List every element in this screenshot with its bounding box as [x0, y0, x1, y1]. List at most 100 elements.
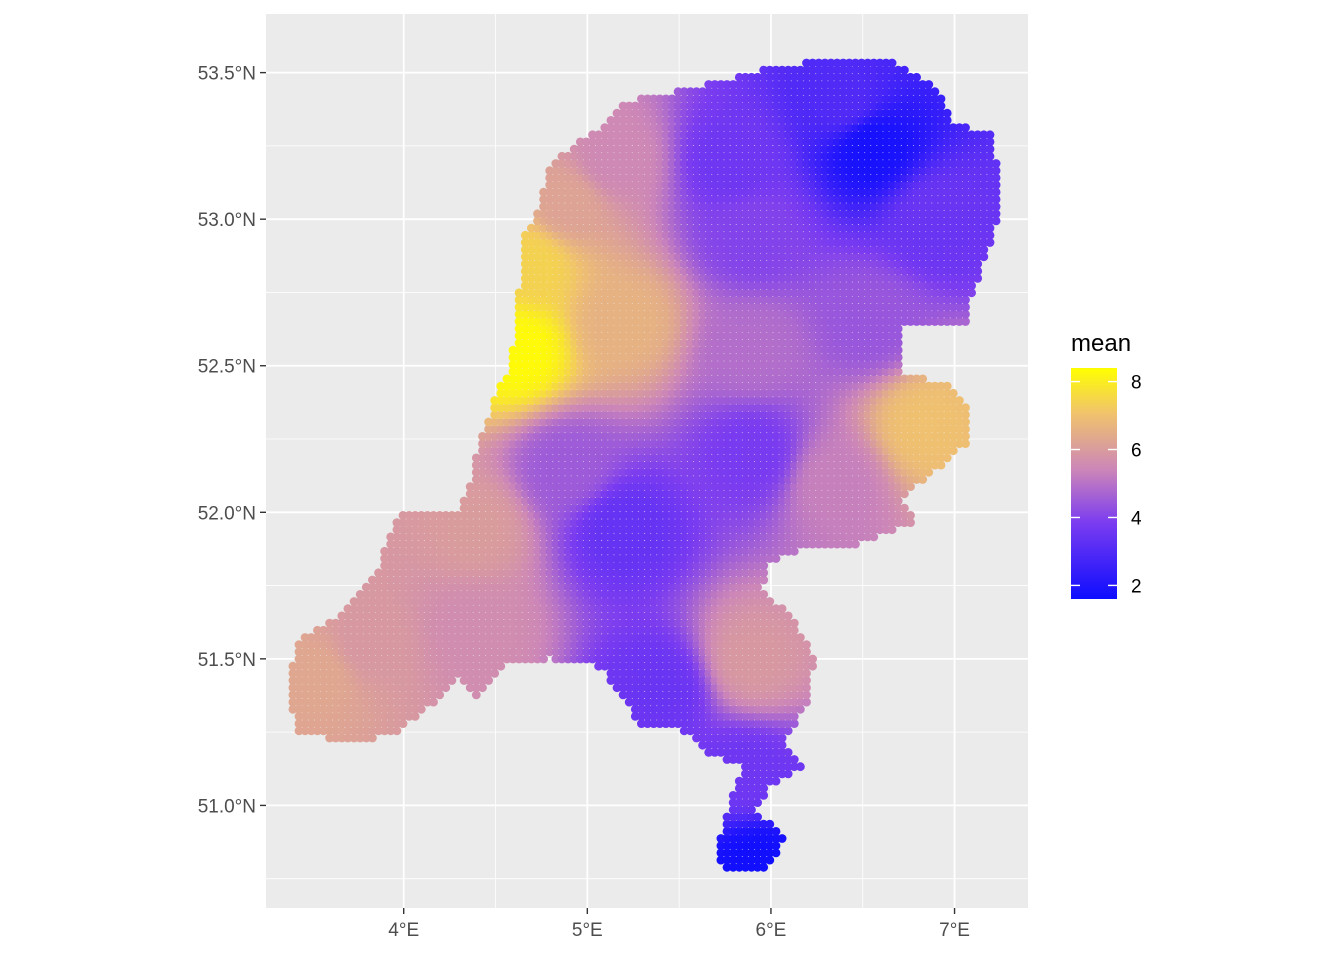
data-point — [777, 604, 787, 614]
data-point — [710, 338, 720, 348]
data-point — [508, 475, 518, 484]
data-point — [869, 511, 879, 520]
data-point — [679, 704, 689, 714]
data-point — [887, 252, 897, 262]
data-point — [502, 532, 512, 542]
data-point — [368, 633, 377, 642]
data-point — [747, 590, 756, 599]
data-point — [533, 561, 542, 570]
data-point — [753, 654, 762, 664]
data-point — [783, 410, 793, 420]
data-point — [325, 676, 334, 685]
data-point — [655, 561, 665, 570]
data-point — [771, 518, 781, 527]
data-point — [496, 396, 506, 405]
data-point — [771, 841, 781, 851]
data-point — [875, 439, 885, 448]
data-point — [551, 338, 561, 348]
data-point — [765, 855, 775, 865]
data-point — [710, 288, 720, 298]
data-point — [869, 360, 879, 369]
data-point — [851, 518, 860, 527]
data-point — [624, 518, 634, 527]
data-point — [814, 475, 824, 484]
data-point — [673, 475, 683, 484]
data-point — [759, 748, 769, 757]
data-point — [942, 274, 952, 283]
data-point — [600, 561, 610, 570]
data-point — [796, 640, 805, 649]
data-point — [404, 590, 414, 599]
data-point — [710, 281, 720, 290]
data-point — [808, 482, 817, 491]
data-point — [869, 410, 879, 420]
data-point — [649, 353, 659, 362]
data-point — [753, 281, 762, 290]
data-point — [502, 625, 512, 635]
data-point — [863, 403, 873, 413]
data-point — [520, 525, 530, 535]
data-point — [747, 819, 756, 829]
data-point — [728, 331, 738, 341]
data-point — [710, 388, 720, 398]
data-point — [612, 539, 622, 549]
data-point — [771, 446, 781, 456]
data-point — [844, 324, 854, 334]
data-point — [527, 561, 536, 570]
data-point — [594, 590, 603, 599]
data-point — [808, 374, 817, 384]
data-point — [686, 633, 695, 642]
data-point — [661, 439, 671, 448]
data-point — [789, 295, 799, 305]
data-point — [973, 266, 983, 276]
data-point — [698, 661, 707, 671]
data-point — [771, 259, 781, 269]
data-point — [789, 439, 799, 448]
data-point — [869, 317, 879, 326]
data-point — [545, 482, 555, 491]
data-point — [887, 266, 897, 276]
data-point — [361, 597, 371, 606]
data-point — [551, 417, 561, 427]
data-point — [508, 539, 518, 549]
data-point — [563, 590, 573, 599]
data-point — [692, 309, 701, 319]
data-point — [747, 482, 756, 491]
data-point — [863, 518, 873, 527]
data-point — [857, 367, 866, 377]
data-point — [832, 259, 842, 269]
data-point — [527, 374, 536, 384]
data-point — [887, 503, 897, 513]
data-point — [679, 489, 689, 499]
data-point — [765, 381, 775, 391]
data-point — [539, 360, 548, 369]
data-point — [429, 611, 438, 621]
data-point — [900, 475, 909, 484]
data-point — [368, 719, 377, 728]
data-point — [844, 518, 854, 527]
data-point — [832, 496, 842, 506]
data-point — [582, 640, 591, 649]
data-point — [588, 274, 597, 283]
data-point — [734, 432, 744, 441]
data-point — [588, 259, 597, 269]
data-point — [692, 525, 701, 535]
data-point — [588, 309, 597, 319]
data-point — [796, 669, 805, 678]
data-point — [728, 496, 738, 506]
data-point — [753, 582, 762, 592]
data-point — [789, 338, 799, 348]
data-point — [624, 647, 634, 657]
data-point — [392, 597, 402, 606]
data-point — [655, 669, 665, 678]
data-point — [588, 640, 597, 649]
data-point — [398, 647, 408, 657]
data-point — [955, 309, 964, 319]
data-point — [826, 281, 836, 290]
data-point — [649, 424, 659, 434]
data-point — [649, 575, 659, 585]
data-point — [643, 654, 652, 664]
data-point — [453, 518, 463, 527]
data-point — [722, 834, 732, 843]
data-point — [789, 704, 799, 714]
